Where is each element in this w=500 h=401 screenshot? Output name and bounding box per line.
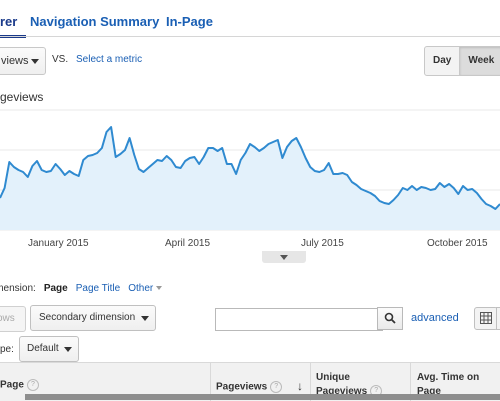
column-page-label: Page (0, 379, 24, 391)
column-header-avg-time[interactable]: Avg. Time on Page (411, 363, 500, 401)
column-unique-pageviews-label: Unique Pageviews (316, 372, 368, 397)
chart-area-fill (0, 127, 500, 230)
column-header-pageviews[interactable]: Pageviews? ↓ (211, 363, 311, 401)
tab-in-page[interactable]: In-Page (166, 14, 213, 29)
x-axis-label-apr: April 2015 (165, 238, 211, 249)
plot-rows-button[interactable]: ows (0, 306, 26, 332)
chevron-down-icon (64, 347, 72, 352)
grid-view-icon (480, 312, 492, 324)
vs-label: VS. (52, 54, 69, 65)
dimension-other[interactable]: Other (128, 283, 163, 294)
metric-select-value: views (1, 55, 29, 67)
select-metric-link[interactable]: Select a metric (76, 54, 143, 65)
time-granularity-group: Day Week (424, 46, 500, 76)
x-axis-label-jan: January 2015 (28, 238, 89, 249)
search-icon (384, 312, 396, 324)
dimension-page[interactable]: Page (43, 283, 68, 294)
dimension-other-label: Other (128, 283, 154, 294)
chart-collapse-handle[interactable] (262, 251, 306, 263)
tab-explorer[interactable]: rer (0, 14, 18, 29)
advanced-filter-link[interactable]: advanced (411, 312, 459, 324)
pageviews-chart (0, 109, 500, 231)
chevron-down-icon (280, 255, 288, 260)
secondary-dimension-label: Secondary dimension (39, 312, 136, 323)
chart-series-line (0, 126, 500, 210)
column-header-page[interactable]: Page? (0, 363, 211, 401)
x-axis-label-jul: July 2015 (301, 238, 344, 249)
help-icon[interactable]: ? (270, 381, 283, 393)
plot-rows-label: ows (0, 313, 15, 324)
tabs-divider (0, 36, 500, 37)
table-search-input[interactable] (215, 308, 383, 331)
table-row[interactable] (25, 394, 500, 400)
help-icon[interactable]: ? (26, 379, 39, 391)
x-axis-label-oct: October 2015 (427, 238, 488, 249)
column-avg-time-label: Avg. Time on Page (417, 372, 480, 397)
week-button[interactable]: Week (460, 47, 500, 75)
primary-dimension-label: imension: (0, 283, 36, 294)
type-select[interactable]: Default (19, 336, 79, 362)
report-tabs: rer Navigation Summary In-Page (0, 0, 500, 44)
metric-select[interactable]: views (0, 47, 46, 75)
chart-metric-label: geviews (0, 90, 44, 104)
chevron-down-icon (156, 286, 163, 291)
column-pageviews-label: Pageviews (216, 381, 268, 393)
table-view-button[interactable] (474, 307, 498, 330)
sort-arrow-icon[interactable]: ↓ (297, 379, 303, 393)
chevron-down-icon (141, 316, 149, 321)
type-select-value: Default (27, 343, 59, 354)
table-view-button-2[interactable] (496, 307, 500, 330)
secondary-dimension-select[interactable]: Secondary dimension (30, 305, 156, 331)
chevron-down-icon (31, 59, 39, 64)
primary-dimension-bar: imension: Page Page Title Other (0, 283, 163, 294)
search-button[interactable] (377, 307, 403, 330)
type-label: pe: (0, 344, 14, 355)
tab-navigation-summary[interactable]: Navigation Summary (30, 14, 160, 29)
day-button[interactable]: Day (425, 47, 461, 75)
dimension-page-title[interactable]: Page Title (75, 283, 121, 294)
